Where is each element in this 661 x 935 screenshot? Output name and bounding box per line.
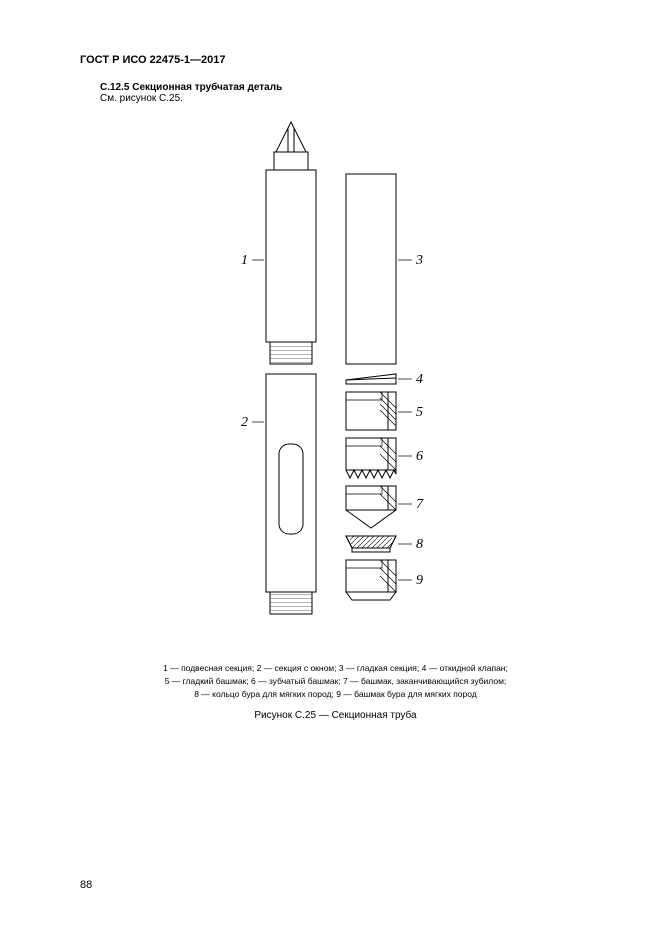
part-3-smooth-section xyxy=(346,174,396,364)
label-8: 8 xyxy=(416,537,423,552)
section-heading: С.12.5 Секционная трубчатая деталь xyxy=(100,82,591,93)
label-1: 1 xyxy=(241,253,248,268)
section-number: С.12.5 xyxy=(100,82,129,93)
label-3: 3 xyxy=(415,253,423,268)
label-7: 7 xyxy=(416,497,424,512)
legend-line-2: 5 — гладкий башмак; 6 — зубчатый башмак;… xyxy=(100,675,571,688)
label-5: 5 xyxy=(416,405,423,420)
see-reference: См. рисунок С.25. xyxy=(100,93,591,104)
part-7-chisel-shoe xyxy=(346,486,396,528)
part-2-window-section xyxy=(266,374,316,614)
legend-line-1: 1 — подвесная секция; 2 — секция с окном… xyxy=(100,662,571,675)
figure-area: 1 2 3 4 5 6 7 8 9 xyxy=(80,114,591,654)
label-2: 2 xyxy=(241,415,248,430)
part-9-soft-rock-shoe xyxy=(346,560,396,600)
document-header: ГОСТ Р ИСО 22475-1—2017 xyxy=(80,54,591,66)
section-title: Секционная трубчатая деталь xyxy=(132,82,282,93)
label-6: 6 xyxy=(416,449,423,464)
legend-line-3: 8 — кольцо бура для мягких пород; 9 — ба… xyxy=(100,688,571,701)
figure-legend: 1 — подвесная секция; 2 — секция с окном… xyxy=(80,662,591,700)
figure-svg: 1 2 3 4 5 6 7 8 9 xyxy=(166,114,506,654)
part-4-flap-valve xyxy=(346,374,396,384)
part-1-suspended-section xyxy=(266,122,316,364)
part-5-smooth-shoe xyxy=(346,392,396,430)
label-4: 4 xyxy=(416,372,423,387)
page-number: 88 xyxy=(80,879,92,891)
figure-caption: Рисунок С.25 — Секционная труба xyxy=(80,710,591,721)
part-6-toothed-shoe xyxy=(346,438,396,478)
part-8-soft-rock-ring xyxy=(346,536,396,552)
label-9: 9 xyxy=(416,573,423,588)
